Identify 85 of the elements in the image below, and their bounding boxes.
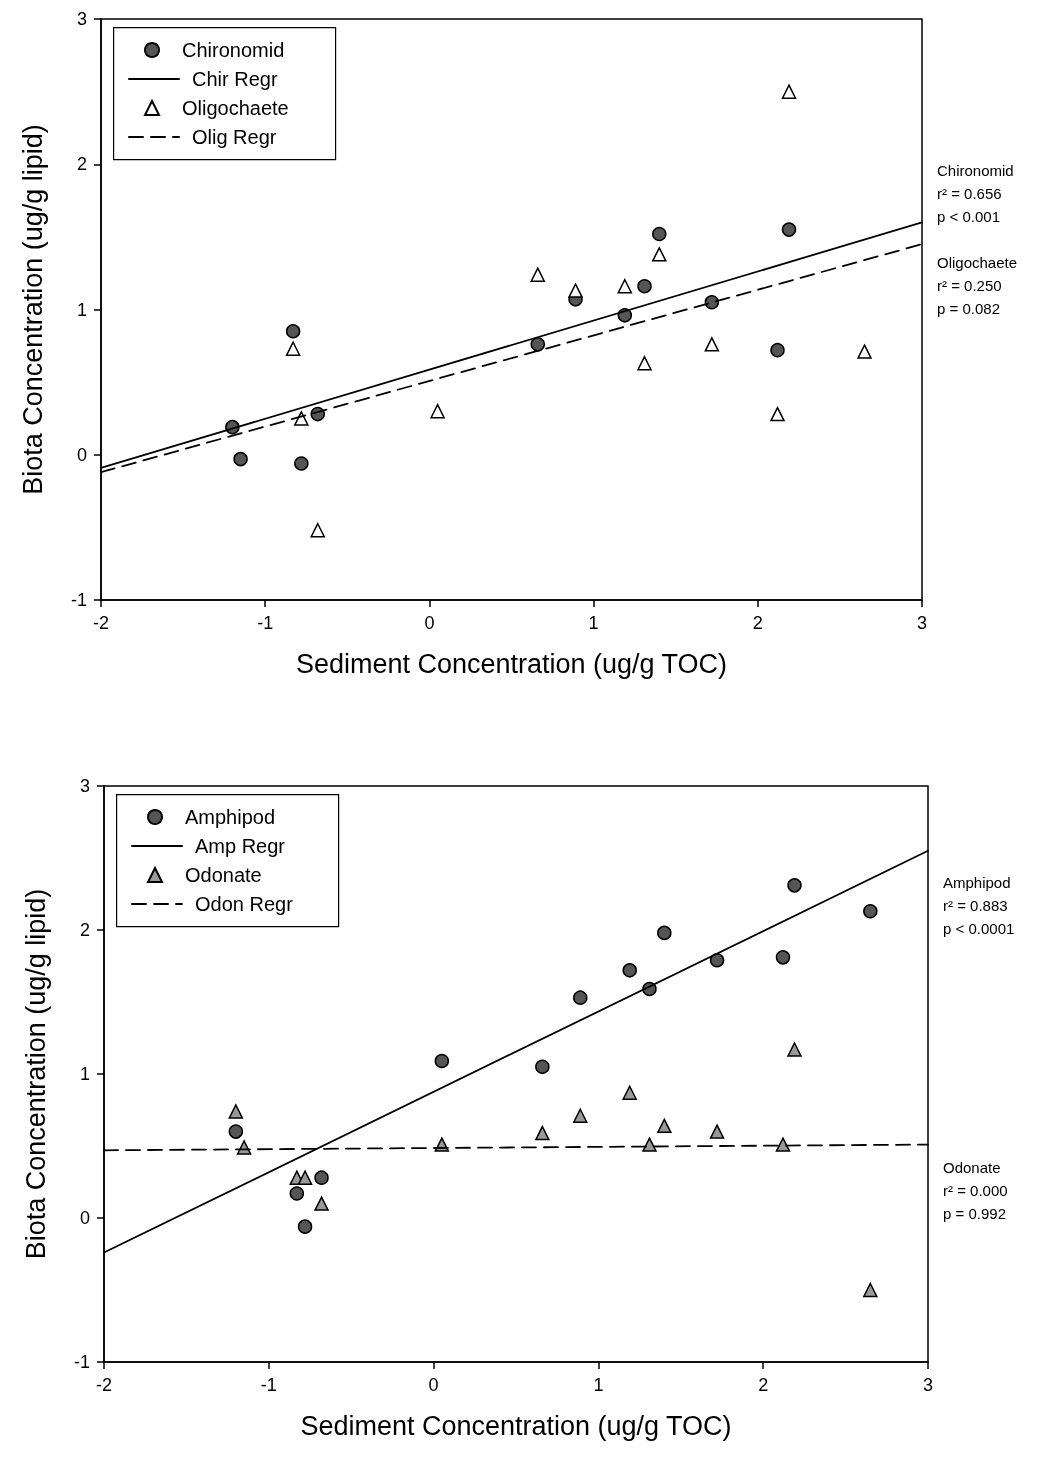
y-tick-label: 1 [76,299,87,320]
point [297,1219,313,1234]
point [770,406,785,422]
x-tick-label: 3 [922,1375,934,1395]
y-tick-label: 1 [79,1064,90,1084]
y-tick-label: 2 [76,154,87,175]
x-tick-label: 0 [428,1375,439,1395]
x-tick-label: 1 [593,1375,604,1395]
legend-label: Odon Regr [195,893,294,915]
point [314,1170,329,1185]
x-tick-label: -2 [95,1375,113,1395]
point [637,355,652,371]
point [233,451,248,467]
point [294,411,309,426]
legend-label: Odonate [185,864,262,886]
y-tick-label: 0 [76,444,87,465]
x-tick-label: -2 [92,613,110,633]
x-axis-title: Sediment Concentration (ug/g TOC) [300,1410,732,1441]
point [430,403,445,419]
legend-label: Amphipod [185,806,276,828]
point [568,283,583,298]
point [573,1108,588,1124]
legend-label: Chir Regr [192,68,278,90]
point [622,963,637,978]
point [642,1137,657,1152]
point [775,950,791,965]
point [573,990,588,1005]
point [535,1125,550,1141]
point [857,344,872,359]
y-tick-label: 3 [79,776,90,796]
x-axis-title: Sediment Concentration (ug/g TOC) [295,648,728,679]
y-tick-label: -1 [73,1352,90,1372]
point [657,925,672,941]
point [652,226,667,242]
x-tick-label: -1 [260,1375,277,1395]
point [530,267,546,282]
point [297,1170,313,1185]
point [228,1104,244,1119]
x-tick-label: 2 [758,1375,769,1395]
point [775,1137,791,1152]
point [657,1118,672,1134]
y-tick-label: 2 [79,920,90,940]
legend-label: Amp Regr [195,835,286,857]
point [787,878,802,893]
legend-label: Chironomid [182,39,285,61]
y-tick-label: -1 [70,590,87,610]
point [709,952,725,968]
point [535,1059,550,1075]
x-tick-label: 0 [424,613,435,633]
point [622,1085,637,1100]
y-axis-title: Biota Concentration (ug/g lipid) [20,888,51,1260]
point [787,1042,802,1057]
text: Odonate r² = 0.000 p = 0.992 [943,1159,1008,1222]
point [530,337,546,352]
point [285,324,301,339]
point [314,1196,329,1211]
text: Oligochaete r² = 0.250 p = 0.082 [937,254,1018,317]
x-tick-label: 2 [752,613,763,633]
point [294,456,309,471]
point [704,294,720,310]
point [434,1053,450,1069]
y-tick-label: 0 [79,1208,90,1228]
point [617,279,633,294]
point [228,1124,244,1139]
point [652,247,667,262]
text: Amphipod r² = 0.883 p < 0.0001 [943,874,1015,937]
point [781,84,797,99]
legend-label: Oligochaete [182,97,289,119]
point [310,523,325,538]
point [781,222,797,237]
point [709,1124,725,1139]
point [704,337,720,352]
text: Chironomid r² = 0.656 p < 0.001 [937,162,1014,225]
y-axis-title: Biota Concentration (ug/g lipid) [17,124,48,495]
point [289,1186,305,1201]
point [285,341,301,356]
point [637,279,652,294]
x-tick-label: 3 [916,613,928,633]
point [863,1282,878,1298]
x-tick-label: -1 [257,613,274,633]
y-tick-label: 3 [76,9,87,29]
point [863,904,878,919]
x-tick-label: 1 [588,613,599,633]
point [770,342,785,358]
legend-label: Olig Regr [192,126,277,148]
